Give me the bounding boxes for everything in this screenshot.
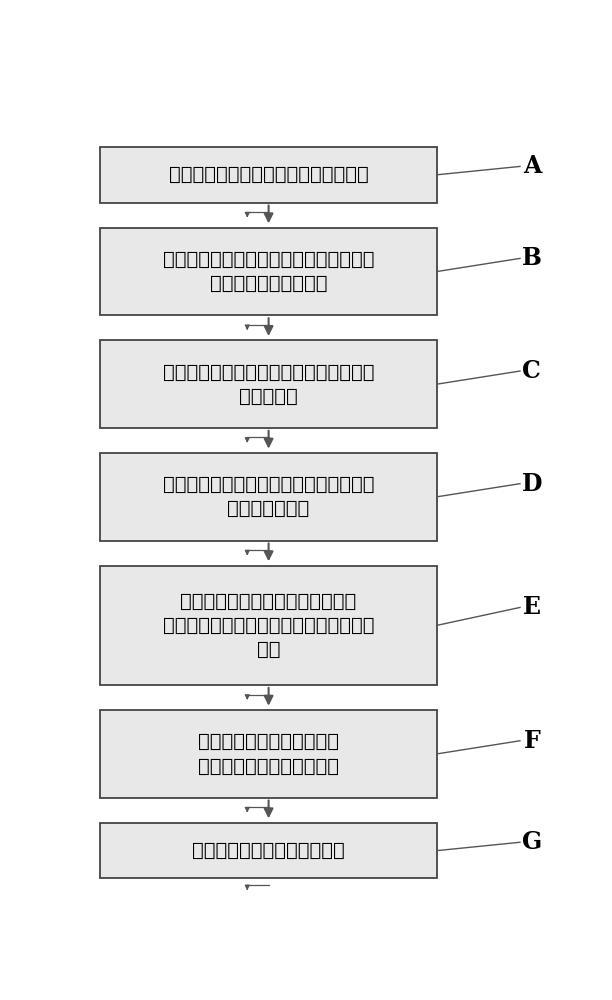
Text: F: F [523,729,540,753]
Text: C: C [523,359,541,383]
Bar [100,147,437,203]
Bar [100,340,437,428]
Text: 按地址编码顺序对交通控制信号或交通标
示信号进行读取和组装: 按地址编码顺序对交通控制信号或交通标 示信号进行读取和组装 [163,250,375,293]
Text: B: B [522,246,542,270]
Text: G: G [521,830,542,854]
Text: D: D [521,472,542,496]
Text: 终端接收并用公钥解密有效
信号源发布的交通信号信息: 终端接收并用公钥解密有效 信号源发布的交通信号信息 [198,732,339,776]
Bar [100,566,437,685]
Bar [100,453,437,541]
Bar [100,228,437,315]
Text: E: E [523,595,541,619]
Text: 采用固化的专有私钥对组装的交通信号信
息进行加密: 采用固化的专有私钥对组装的交通信号信 息进行加密 [163,363,375,406]
Text: 获取交通控制信号或产生交通标示信号: 获取交通控制信号或产生交通标示信号 [169,165,368,184]
Bar [100,710,437,798]
Bar [100,823,437,878]
Text: 终端还原并显示交通信号信息: 终端还原并显示交通信号信息 [192,841,345,860]
Text: 通过无线局域网技术向目标区域发送加密
的交通信号信息: 通过无线局域网技术向目标区域发送加密 的交通信号信息 [163,475,375,518]
Text: A: A [523,154,541,178]
Text: 目标区域内的终端通过信号强度阈
值和单位时间内信号强度增量确定有效信
号源: 目标区域内的终端通过信号强度阈 值和单位时间内信号强度增量确定有效信 号源 [163,592,375,659]
